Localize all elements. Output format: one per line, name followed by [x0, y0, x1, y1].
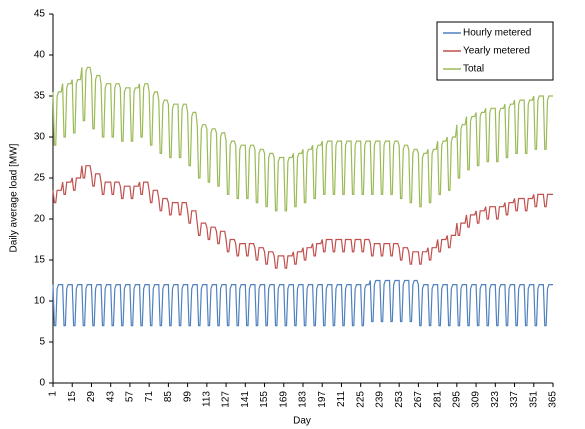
y-tick-label: 20	[34, 214, 46, 225]
y-tick-label: 35	[34, 91, 46, 102]
y-tick-label: 15	[34, 255, 46, 266]
x-tick-label: 29	[86, 391, 97, 403]
x-tick-label: 85	[163, 391, 174, 403]
x-tick-label: 155	[259, 391, 270, 408]
series-line	[52, 165, 553, 269]
x-tick-label: 43	[105, 391, 116, 403]
x-axis-label: Day	[293, 416, 311, 427]
y-axis-label: Daily average load [MW]	[9, 143, 20, 252]
x-tick-label: 239	[375, 391, 386, 408]
x-tick-label: 225	[355, 391, 366, 408]
x-tick-label: 337	[509, 391, 520, 408]
x-tick-label: 99	[182, 391, 193, 403]
x-tick-label: 295	[451, 391, 462, 408]
x-tick-label: 169	[278, 391, 289, 408]
x-tick-label: 267	[413, 391, 424, 408]
y-tick-label: 0	[39, 378, 45, 389]
x-tick-label: 113	[201, 391, 212, 407]
x-tick-label: 1	[48, 391, 59, 397]
x-tick-label: 351	[528, 391, 539, 408]
legend-label: Hourly metered	[463, 28, 531, 39]
x-tick-label: 15	[67, 391, 78, 403]
y-tick-label: 5	[39, 337, 45, 348]
x-tick-label: 281	[432, 391, 443, 408]
series-line	[52, 279, 553, 327]
x-tick-label: 365	[548, 391, 559, 408]
y-tick-label: 30	[34, 132, 46, 143]
y-tick-label: 40	[34, 50, 46, 61]
legend-label: Total	[463, 64, 484, 75]
x-tick-label: 141	[240, 391, 251, 408]
series-line	[52, 66, 553, 212]
x-tick-label: 211	[336, 391, 347, 407]
y-tick-label: 25	[34, 173, 46, 184]
x-tick-label: 71	[144, 391, 155, 403]
x-tick-label: 197	[317, 391, 328, 408]
x-tick-label: 57	[125, 391, 136, 403]
x-tick-label: 309	[471, 391, 482, 408]
y-tick-label: 10	[34, 296, 46, 307]
y-tick-label: 45	[34, 9, 46, 20]
legend-label: Yearly metered	[463, 46, 530, 57]
x-tick-label: 127	[221, 391, 232, 408]
x-tick-label: 323	[490, 391, 501, 408]
x-tick-label: 183	[298, 391, 309, 408]
x-tick-label: 253	[394, 391, 405, 408]
